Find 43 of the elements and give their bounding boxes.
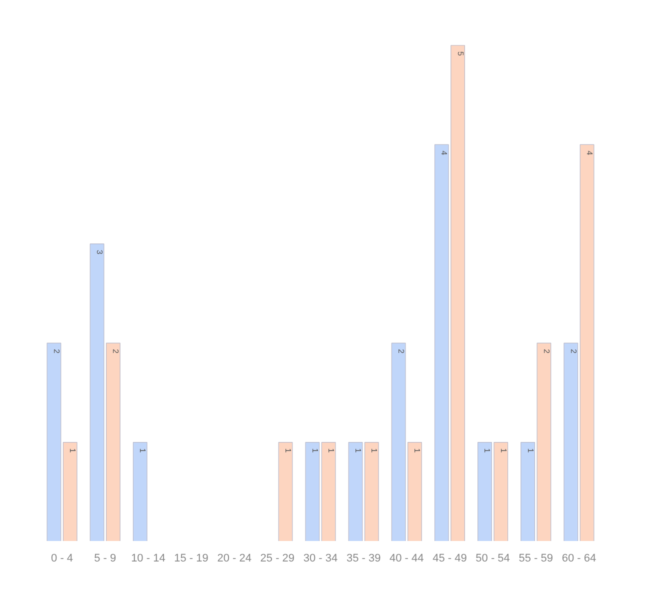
bar bbox=[305, 442, 320, 542]
data-label: 1 bbox=[370, 448, 379, 454]
data-label: 1 bbox=[354, 448, 362, 454]
data-label: 1 bbox=[482, 448, 492, 454]
x-tick-label: 35 - 39 bbox=[346, 552, 381, 564]
x-tick-label: 60 - 64 bbox=[562, 552, 596, 564]
x-tick-label: 30 - 34 bbox=[303, 552, 338, 564]
x-tick-label: 20 - 24 bbox=[217, 552, 252, 564]
data-label: 1 bbox=[498, 448, 508, 454]
data-label: 1 bbox=[138, 448, 148, 454]
data-label: 5 bbox=[456, 51, 465, 56]
data-label: 1 bbox=[326, 448, 336, 454]
x-tick-label: 50 - 54 bbox=[476, 552, 510, 564]
data-label: 2 bbox=[52, 349, 61, 354]
data-label: 1 bbox=[310, 448, 320, 454]
data-label: 1 bbox=[284, 448, 292, 454]
x-tick-label: 55 - 59 bbox=[518, 552, 554, 564]
data-label: 1 bbox=[412, 448, 422, 454]
x-tick-label: 25 - 29 bbox=[260, 552, 295, 564]
x-tick-label: 0 - 4 bbox=[51, 552, 74, 564]
x-tick-label: 15 - 19 bbox=[174, 552, 208, 564]
data-label: 3 bbox=[95, 250, 104, 255]
bar bbox=[564, 342, 578, 542]
data-label: 1 bbox=[526, 448, 535, 454]
bar bbox=[364, 442, 379, 542]
x-tick-label: 5 - 9 bbox=[94, 552, 116, 564]
bar bbox=[46, 342, 62, 542]
bar bbox=[321, 442, 336, 542]
bar bbox=[278, 442, 293, 542]
data-label: 2 bbox=[568, 349, 578, 354]
data-label: 2 bbox=[542, 349, 551, 354]
bar bbox=[62, 442, 78, 542]
bar bbox=[348, 442, 363, 542]
data-label: 2 bbox=[111, 349, 120, 354]
data-label: 4 bbox=[585, 150, 594, 156]
x-tick-label: 45 - 49 bbox=[432, 552, 467, 564]
x-tick-label: 10 - 14 bbox=[131, 552, 166, 564]
x-tick-label: 40 - 44 bbox=[390, 552, 424, 564]
bar bbox=[132, 442, 148, 542]
bar bbox=[580, 144, 594, 542]
data-label: 1 bbox=[68, 448, 78, 454]
data-label: 4 bbox=[440, 150, 449, 156]
data-label: 2 bbox=[396, 349, 406, 354]
